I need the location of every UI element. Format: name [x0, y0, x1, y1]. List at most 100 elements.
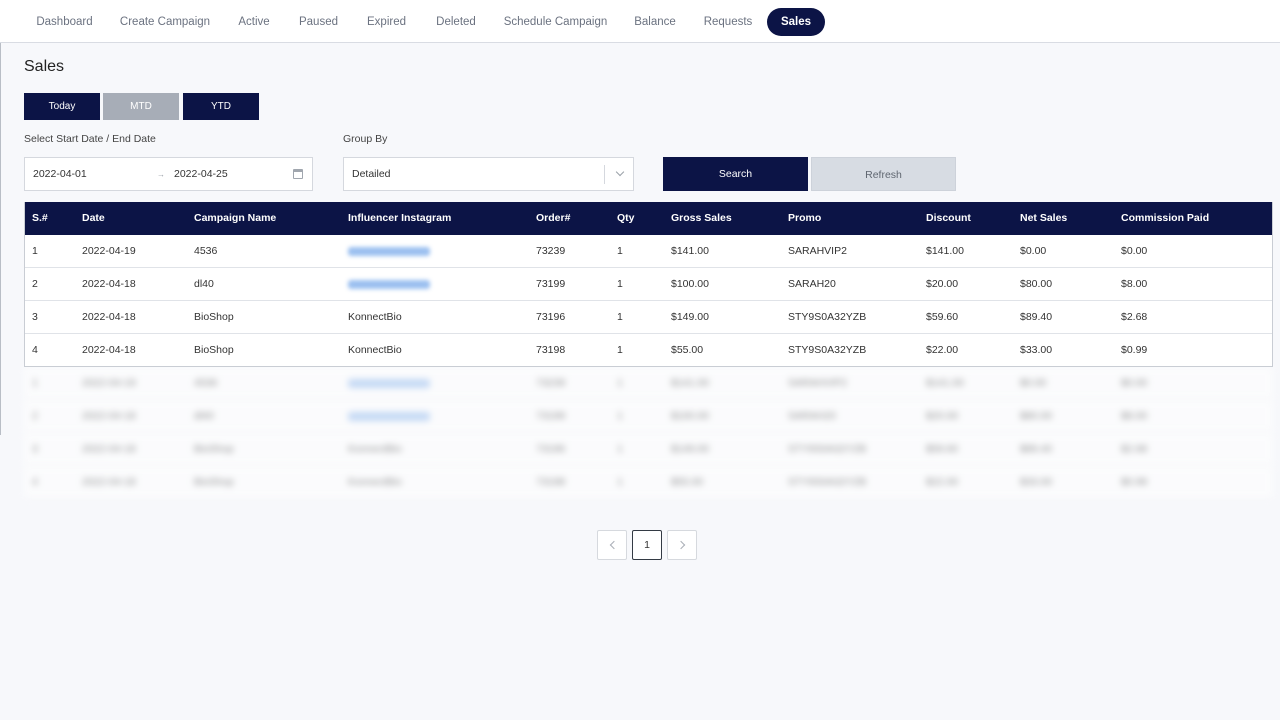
period-mtd-button[interactable]: MTD: [103, 93, 179, 120]
group-by-select[interactable]: Detailed: [343, 157, 634, 191]
cell-campaign-name: dl40: [194, 278, 214, 290]
nav-tab-paused[interactable]: Paused: [298, 16, 338, 28]
cell-promo: SARAH20: [788, 278, 836, 290]
cell-qty: 1: [617, 410, 623, 422]
chevron-down-icon[interactable]: [615, 167, 625, 177]
cell-qty: 1: [617, 245, 623, 257]
cell-promo: SARAHVIP2: [788, 245, 847, 257]
cell-date: 2022-04-18: [82, 311, 136, 323]
cell-gross-sales: $55.00: [671, 344, 704, 356]
cell-campaign-name: BioShop: [194, 311, 234, 323]
date-separator-icon: →: [157, 170, 165, 179]
cell-order: 73196: [536, 443, 566, 455]
chevron-left-icon: [609, 540, 618, 550]
cell-discount: $20.00: [926, 278, 959, 290]
refresh-button[interactable]: Refresh: [811, 157, 956, 191]
table-header: S.# Date Campaign Name Influencer Instagram…: [24, 202, 1273, 235]
cell-order: 73198: [536, 344, 566, 356]
cell-discount: $22.00: [926, 476, 959, 488]
previous-page-button[interactable]: [597, 530, 627, 560]
table-row: 3 2022-04-18 BioShop KonnectBio 73196 1 $149.0…: [24, 301, 1273, 334]
cell-qty: 1: [617, 377, 623, 389]
cell-serial: 4: [32, 476, 38, 488]
nav-tab-schedule-campaign[interactable]: Schedule Campaign: [503, 16, 608, 28]
column-header-influencer-instagram[interactable]: Influencer Instagram: [348, 212, 452, 224]
cell-promo: SARAH20: [788, 410, 836, 422]
start-date-input[interactable]: 2022-04-01: [33, 168, 87, 180]
cell-net-sales: $80.00: [1020, 278, 1053, 290]
date-range-picker[interactable]: 2022-04-01 → 2022-04-25: [24, 157, 313, 191]
nav-tab-dashboard[interactable]: Dashboard: [36, 16, 93, 28]
cell-order: 73198: [536, 476, 566, 488]
nav-tab-sales[interactable]: Sales: [767, 8, 825, 36]
cell-gross-sales: $149.00: [671, 311, 709, 323]
cell-discount: $22.00: [926, 344, 959, 356]
column-header-net-sales[interactable]: Net Sales: [1020, 212, 1068, 224]
column-header-promo[interactable]: Promo: [788, 212, 822, 224]
table-row: 1 2022-04-19 4536 73239 1 $141.00 SARAHVIP2 $14…: [24, 235, 1273, 268]
cell-discount: $20.00: [926, 410, 959, 422]
cell-qty: 1: [617, 311, 623, 323]
column-header-order[interactable]: Order#: [536, 212, 571, 224]
cell-commission-paid: $0.00: [1121, 377, 1148, 389]
cell-commission-paid: $8.00: [1121, 278, 1148, 290]
cell-serial: 1: [32, 245, 38, 257]
cell-qty: 1: [617, 344, 623, 356]
page-title: Sales: [24, 58, 65, 75]
cell-promo: SARAHVIP2: [788, 377, 847, 389]
period-today-button[interactable]: Today: [24, 93, 100, 120]
cell-promo: STY9S0A32YZB: [788, 344, 867, 356]
cell-serial: 2: [32, 410, 38, 422]
nav-tab-create-campaign[interactable]: Create Campaign: [119, 16, 211, 28]
cell-gross-sales: $149.00: [671, 443, 709, 455]
column-header-serial[interactable]: S.#: [32, 212, 48, 224]
influencer-link-redacted[interactable]: [348, 412, 430, 421]
cell-commission-paid: $2.68: [1121, 443, 1148, 455]
column-header-commission-paid[interactable]: Commission Paid: [1121, 212, 1210, 224]
influencer-link-redacted[interactable]: [348, 247, 430, 256]
column-header-date[interactable]: Date: [82, 212, 105, 224]
cell-net-sales: $89.40: [1020, 311, 1053, 323]
cell-net-sales: $33.00: [1020, 344, 1053, 356]
cell-campaign-name: BioShop: [194, 344, 234, 356]
column-header-campaign-name[interactable]: Campaign Name: [194, 212, 277, 224]
group-by-label: Group By: [343, 133, 388, 145]
cell-promo: STY9S0A32YZB: [788, 311, 867, 323]
period-ytd-button[interactable]: YTD: [183, 93, 259, 120]
page-number-button[interactable]: 1: [632, 530, 662, 560]
next-page-button[interactable]: [667, 530, 697, 560]
column-header-gross-sales[interactable]: Gross Sales: [671, 212, 732, 224]
table-row: 3 2022-04-18 BioShop KonnectBio 73196 1 $149.0…: [24, 433, 1273, 466]
chevron-right-icon: [676, 540, 685, 550]
table-row: 2 2022-04-18 dl40 73199 1 $100.00 SARAH20 $20.0…: [24, 268, 1273, 301]
cell-qty: 1: [617, 476, 623, 488]
page-left-border: [0, 43, 1, 435]
cell-gross-sales: $141.00: [671, 377, 709, 389]
nav-tab-requests[interactable]: Requests: [703, 16, 753, 28]
top-navigation: Dashboard Create Campaign Active Paused Expi…: [0, 0, 1280, 43]
nav-tab-balance[interactable]: Balance: [634, 16, 676, 28]
cell-campaign-name: BioShop: [194, 443, 234, 455]
nav-tab-active[interactable]: Active: [238, 16, 270, 28]
end-date-input[interactable]: 2022-04-25: [174, 168, 228, 180]
table-row: 4 2022-04-18 BioShop KonnectBio 73198 1 $55.00…: [24, 334, 1273, 367]
cell-gross-sales: $141.00: [671, 245, 709, 257]
influencer-link-redacted[interactable]: [348, 280, 430, 289]
nav-tab-deleted[interactable]: Deleted: [436, 16, 476, 28]
cell-date: 2022-04-18: [82, 443, 136, 455]
nav-tab-expired[interactable]: Expired: [367, 16, 406, 28]
cell-qty: 1: [617, 278, 623, 290]
calendar-icon[interactable]: [293, 169, 303, 179]
cell-gross-sales: $100.00: [671, 278, 709, 290]
cell-commission-paid: $0.99: [1121, 344, 1148, 356]
cell-discount: $59.60: [926, 443, 959, 455]
column-header-qty[interactable]: Qty: [617, 212, 635, 224]
cell-net-sales: $89.40: [1020, 443, 1053, 455]
cell-commission-paid: $8.00: [1121, 410, 1148, 422]
search-button[interactable]: Search: [663, 157, 808, 191]
column-header-discount[interactable]: Discount: [926, 212, 971, 224]
cell-campaign-name: dl40: [194, 410, 214, 422]
influencer-link-redacted[interactable]: [348, 379, 430, 388]
cell-date: 2022-04-18: [82, 278, 136, 290]
cell-influencer-instagram: KonnectBio: [348, 311, 402, 323]
